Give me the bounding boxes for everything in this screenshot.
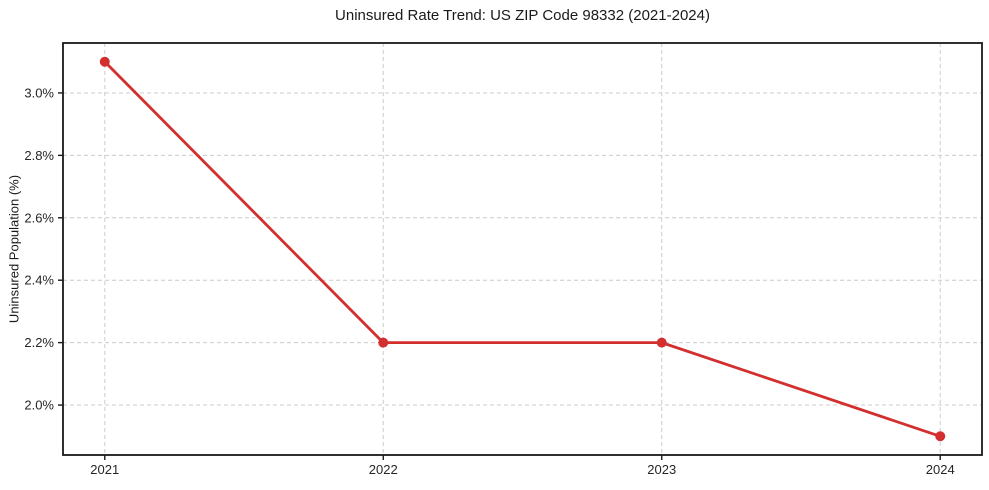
y-tick-label: 2.0% — [24, 398, 54, 413]
y-tick-label: 3.0% — [24, 85, 54, 100]
x-tick-label: 2023 — [647, 462, 676, 477]
y-tick-label: 2.2% — [24, 335, 54, 350]
chart-title: Uninsured Rate Trend: US ZIP Code 98332 … — [335, 7, 710, 24]
axes-spines — [62, 42, 983, 456]
data-line — [103, 60, 942, 438]
data-point-marker — [99, 56, 110, 67]
y-tick-label: 2.6% — [24, 210, 54, 225]
x-tick-label: 2022 — [369, 462, 398, 477]
x-tick-label: 2021 — [90, 462, 119, 477]
data-point-marker — [935, 431, 946, 442]
data-point-marker — [378, 337, 389, 348]
y-tick-label: 2.8% — [24, 148, 54, 163]
y-tick-label: 2.4% — [24, 273, 54, 288]
x-tick-label: 2024 — [926, 462, 955, 477]
data-point-marker — [656, 337, 667, 348]
